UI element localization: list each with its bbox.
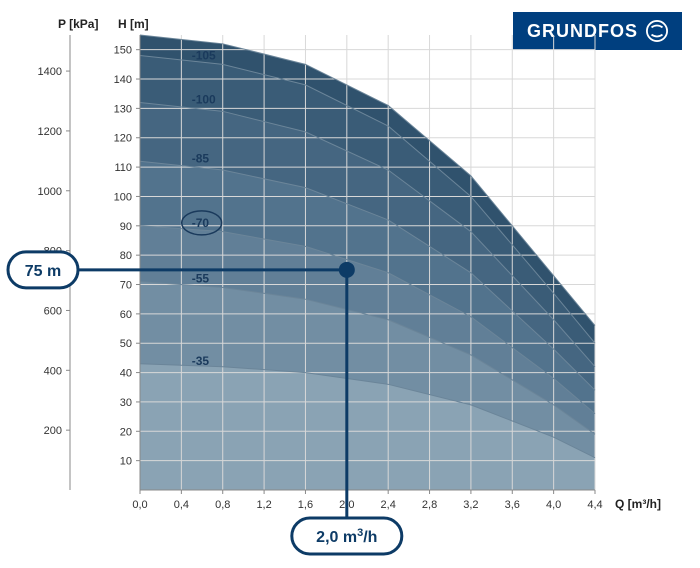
chart-container: GRUNDFOS 1020304050607080901001101201301… <box>0 0 700 568</box>
flow-callout-text: 2,0 m3/h <box>316 527 377 546</box>
curve-label: -100 <box>192 93 216 107</box>
q-tick-label: 0,0 <box>132 499 147 511</box>
h-tick-label: 90 <box>120 221 132 233</box>
q-tick-label: 4,0 <box>546 499 561 511</box>
curve-label: -105 <box>192 49 216 63</box>
q-tick-label: 0,8 <box>215 499 230 511</box>
curve-label: -35 <box>192 354 210 368</box>
q-tick-label: 2,4 <box>381 499 396 511</box>
curve-label: -85 <box>192 151 210 165</box>
h-tick-label: 80 <box>120 250 132 262</box>
head-callout-text: 75 m <box>25 263 61 280</box>
curve-label: -70 <box>192 216 210 230</box>
p-axis-label: P [kPa] <box>58 17 98 31</box>
q-tick-label: 4,4 <box>587 499 602 511</box>
h-tick-label: 60 <box>120 309 132 321</box>
q-tick-label: 1,6 <box>298 499 313 511</box>
h-tick-label: 30 <box>120 397 132 409</box>
h-axis-label: H [m] <box>118 17 149 31</box>
h-tick-label: 110 <box>114 162 132 174</box>
p-tick-label: 600 <box>44 305 62 317</box>
h-tick-label: 100 <box>114 191 132 203</box>
p-tick-label: 200 <box>44 425 62 437</box>
h-tick-label: 120 <box>114 133 132 145</box>
q-tick-label: 3,2 <box>463 499 478 511</box>
p-tick-label: 1000 <box>38 186 62 198</box>
p-tick-label: 1400 <box>38 66 62 78</box>
q-axis-label: Q [m³/h] <box>615 497 661 511</box>
q-tick-label: 3,6 <box>505 499 520 511</box>
h-tick-label: 50 <box>120 338 132 350</box>
pump-performance-chart: 10 20 30 40 50 60 70 80 90 100 110 120 130 140 150 200 4… <box>0 0 700 568</box>
p-tick-label: 400 <box>44 365 62 377</box>
q-tick-label: 1,2 <box>256 499 271 511</box>
duty-point <box>339 262 355 278</box>
h-tick-label: 150 <box>114 45 132 57</box>
h-tick-label: 140 <box>114 74 132 86</box>
curve-label: -55 <box>192 272 210 286</box>
h-tick-label: 10 <box>120 456 132 468</box>
p-tick-label: 1200 <box>38 126 62 138</box>
h-tick-label: 70 <box>120 280 132 292</box>
h-tick-label: 40 <box>120 368 132 380</box>
h-tick-label: 130 <box>114 103 132 115</box>
q-tick-label: 0,4 <box>174 499 189 511</box>
h-tick-label: 20 <box>120 426 132 438</box>
q-tick-label: 2,8 <box>422 499 437 511</box>
